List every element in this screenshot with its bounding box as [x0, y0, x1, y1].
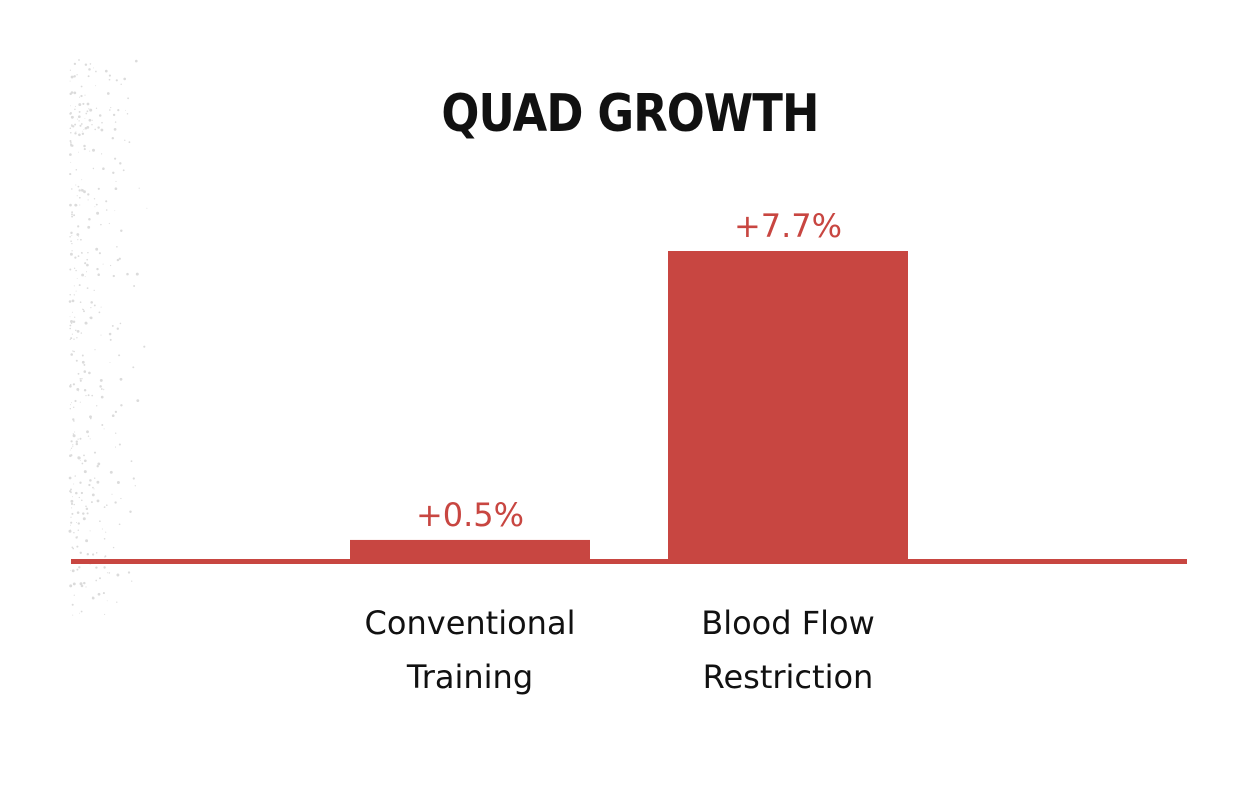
bar-0	[350, 539, 590, 560]
category-label-0-line-1: Training	[406, 658, 533, 696]
value-label-1: +7.7%	[734, 207, 842, 245]
bar-1	[668, 251, 908, 560]
category-label-1-line-1: Restriction	[703, 658, 874, 696]
x-axis-baseline	[71, 559, 1187, 564]
chart-title: QUAD GROWTH	[441, 84, 819, 144]
category-label-0-line-0: Conventional	[365, 604, 576, 642]
value-label-0: +0.5%	[416, 496, 524, 534]
category-label-1-line-0: Blood Flow	[701, 604, 875, 642]
